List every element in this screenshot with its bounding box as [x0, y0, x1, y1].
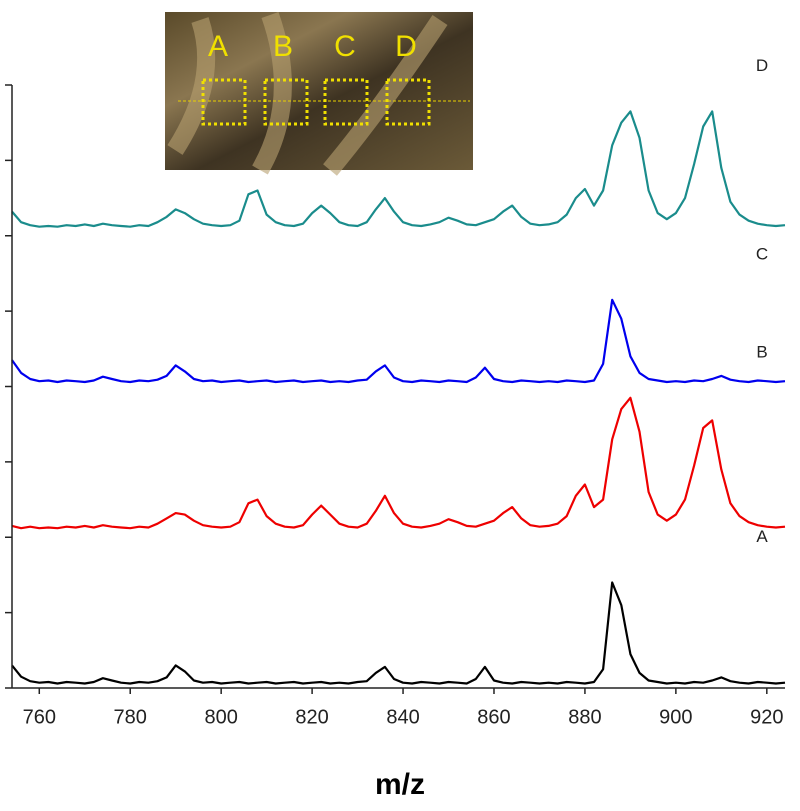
inset-label: C: [334, 30, 356, 63]
x-tick-label: 820: [295, 706, 328, 728]
inset-label: D: [395, 30, 417, 63]
x-tick-label: 900: [659, 706, 692, 728]
inset-label: A: [208, 30, 228, 63]
x-tick-label: 860: [477, 706, 510, 728]
x-tick-label: 880: [568, 706, 601, 728]
x-tick-label: 780: [114, 706, 147, 728]
spectrum-line: [11, 110, 786, 228]
x-axis-label: m/z: [375, 768, 425, 801]
x-tick-label: 800: [204, 706, 237, 728]
x-tick-label: 840: [386, 706, 419, 728]
spectrum-line: [11, 396, 786, 530]
series-label: D: [756, 56, 768, 75]
spectrum-line: [11, 298, 786, 384]
x-tick-label: 760: [23, 706, 56, 728]
series-label: C: [756, 244, 768, 263]
inset-image: A B C D: [165, 12, 473, 176]
inset-label: B: [273, 30, 293, 63]
series-label: B: [756, 342, 767, 361]
series-label: A: [756, 527, 768, 546]
x-tick-label: 920: [750, 706, 783, 728]
spectrum-line: [11, 581, 786, 685]
